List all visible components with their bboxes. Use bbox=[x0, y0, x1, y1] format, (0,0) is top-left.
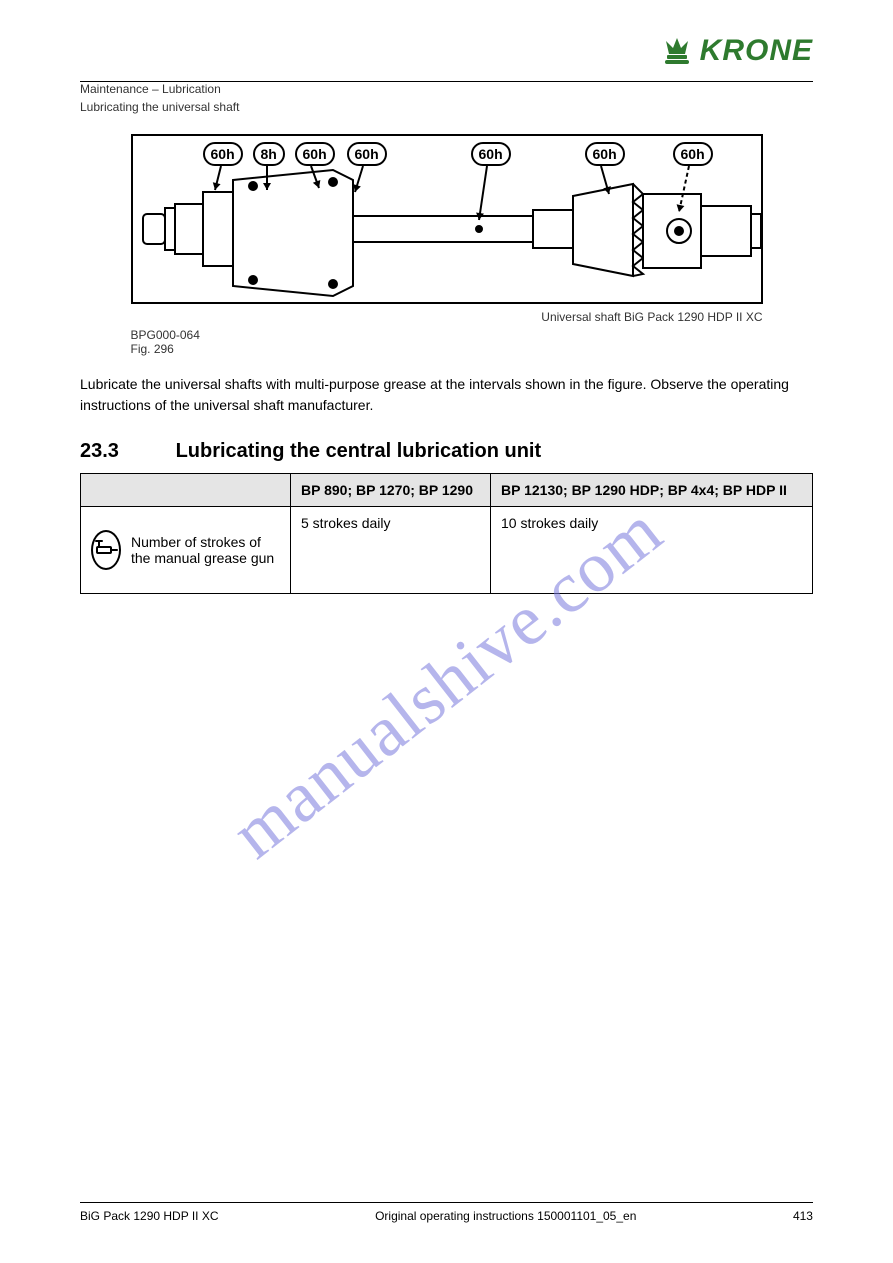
section-number: 23.3 bbox=[80, 440, 170, 463]
section-heading: 23.3 Lubricating the central lubrication… bbox=[80, 440, 813, 463]
interval-pill: 60h bbox=[203, 142, 243, 166]
page-header: KRONE bbox=[80, 40, 813, 82]
lubrication-table: BP 890; BP 1270; BP 1290 BP 12130; BP 12… bbox=[80, 473, 813, 594]
table-header-row: BP 890; BP 1270; BP 1290 BP 12130; BP 12… bbox=[81, 474, 813, 507]
table-header-models-a: BP 890; BP 1270; BP 1290 bbox=[291, 474, 491, 507]
table-cell-icon: Number of strokes of the manual grease g… bbox=[81, 507, 291, 594]
section-title: Lubricating the central lubrication unit bbox=[176, 440, 542, 462]
page: KRONE Maintenance – Lubrication Lubricat… bbox=[0, 0, 893, 1263]
figure-label: Fig. 296 bbox=[131, 342, 174, 356]
interval-pill: 60h bbox=[471, 142, 511, 166]
figure-caption: Universal shaft BiG Pack 1290 HDP II XC bbox=[131, 310, 763, 324]
figure-code: BPG000-064 bbox=[131, 328, 200, 342]
page-footer: BiG Pack 1290 HDP II XC Original operati… bbox=[80, 1202, 813, 1223]
table-cell-label: Number of strokes of the manual grease g… bbox=[131, 534, 280, 566]
table-header-blank bbox=[81, 474, 291, 507]
grease-gun-icon bbox=[91, 530, 121, 570]
interval-pill: 60h bbox=[585, 142, 625, 166]
footer-left: BiG Pack 1290 HDP II XC bbox=[80, 1209, 219, 1223]
footer-pagenum: 413 bbox=[793, 1209, 813, 1223]
interval-pill: 60h bbox=[673, 142, 713, 166]
universal-shaft-figure: 60h 8h 60h 60h 60h 60h 60h bbox=[131, 134, 763, 304]
table-cell-value-a: 5 strokes daily bbox=[291, 507, 491, 594]
brand-logo: KRONE bbox=[660, 34, 813, 68]
section-breadcrumb: Maintenance – Lubrication bbox=[80, 82, 813, 96]
crown-icon bbox=[660, 36, 694, 66]
table-header-models-b: BP 12130; BP 1290 HDP; BP 4x4; BP HDP II bbox=[491, 474, 813, 507]
figure-id: BPG000-064 Fig. 296 bbox=[131, 328, 763, 356]
footer-docref: Original operating instructions 15000110… bbox=[375, 1209, 636, 1223]
interval-pill: 8h bbox=[253, 142, 285, 166]
brand-name: KRONE bbox=[700, 34, 813, 68]
interval-pill: 60h bbox=[347, 142, 387, 166]
table-cell-value-b: 10 strokes daily bbox=[491, 507, 813, 594]
table-row: Number of strokes of the manual grease g… bbox=[81, 507, 813, 594]
section-subtitle: Lubricating the universal shaft bbox=[80, 100, 813, 114]
lubrication-paragraph: Lubricate the universal shafts with mult… bbox=[80, 374, 813, 416]
interval-pill: 60h bbox=[295, 142, 335, 166]
